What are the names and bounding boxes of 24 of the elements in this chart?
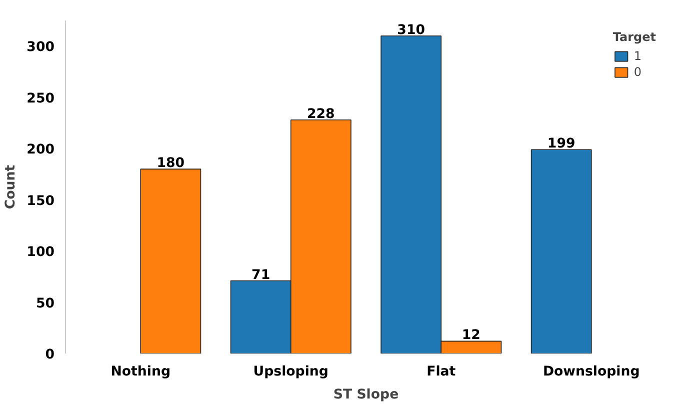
y-tick-label: 0 — [45, 348, 55, 362]
legend-title: Target — [612, 30, 656, 44]
x-tick-label: Nothing — [110, 364, 171, 380]
x-tick-label: Downsloping — [542, 364, 640, 380]
data-label: 228 — [307, 106, 335, 122]
legend-label: 0 — [634, 65, 643, 79]
y-tick-label: 300 — [26, 40, 55, 56]
data-label: 310 — [397, 22, 425, 38]
y-tick-label: 250 — [26, 91, 55, 106]
data-label: 180 — [156, 156, 185, 172]
legend-label: 1 — [634, 49, 643, 63]
y-tick-label: 100 — [26, 245, 55, 260]
y-axis-title: Count — [4, 164, 19, 210]
y-tick-label: 200 — [26, 142, 55, 158]
x-tick-label: Flat — [426, 364, 456, 380]
bar — [140, 168, 202, 354]
y-tick-label: 150 — [26, 194, 55, 209]
x-axis-title: ST Slope — [333, 388, 399, 402]
data-label: 12 — [462, 328, 480, 344]
data-label: 199 — [547, 136, 576, 152]
bar — [530, 149, 592, 354]
y-tick-label: 50 — [36, 296, 55, 312]
x-tick-label: Upsloping — [253, 364, 328, 380]
data-label: 71 — [252, 268, 270, 283]
